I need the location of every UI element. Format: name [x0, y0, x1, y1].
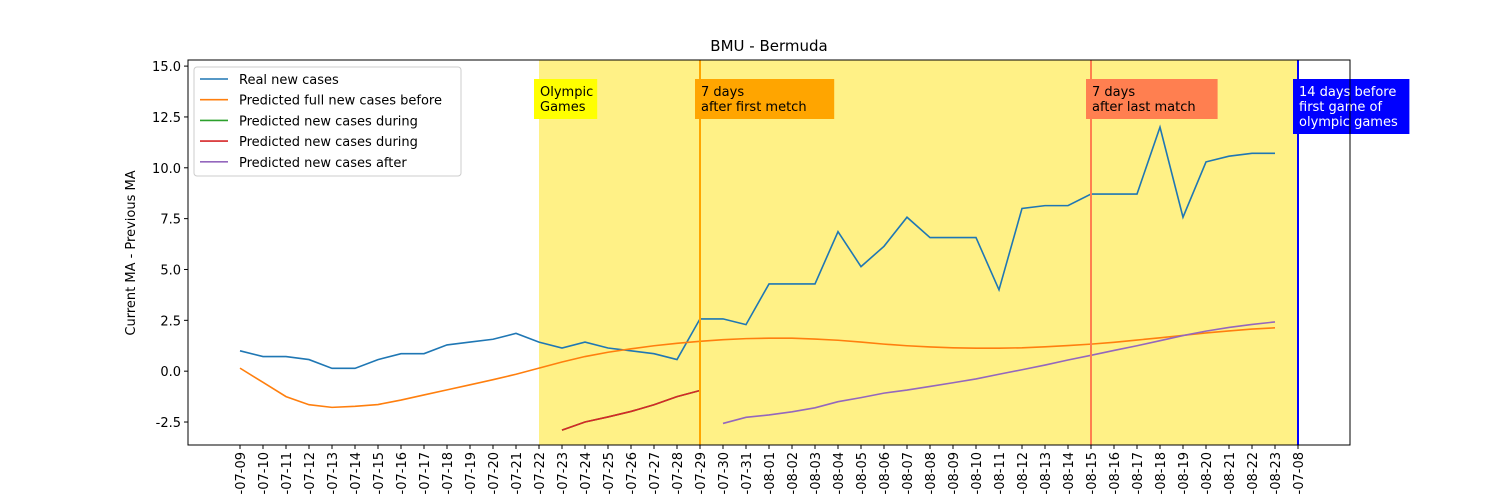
x-tick-label: -08-16 [1108, 452, 1123, 494]
x-tick-label: -07-11 [280, 452, 295, 494]
x-tick-label: -08-05 [855, 452, 870, 494]
y-tick-label: 2.5 [160, 314, 181, 329]
olympic-span [539, 60, 1298, 445]
annotation-box [1086, 79, 1218, 119]
x-tick-label: -07-10 [257, 452, 272, 494]
annotation-text: olympic games [1299, 115, 1398, 130]
annotation-text: after first metch [701, 100, 807, 115]
x-tick-label: -08-01 [763, 452, 778, 494]
x-tick-label: -08-08 [924, 452, 939, 494]
x-tick-label: -08-20 [1200, 452, 1215, 494]
x-tick-label: -07-31 [740, 452, 755, 494]
series-line [722, 321, 1276, 425]
x-tick-label: -08-06 [878, 452, 893, 494]
x-tick-label: -07-15 [372, 452, 387, 494]
x-tick-label: -07-28 [671, 452, 686, 494]
x-tick-label: -07-08 [1292, 452, 1307, 494]
legend-label: Real new cases [239, 73, 339, 88]
annotation-text: Games [540, 100, 586, 115]
x-tick-label: -08-02 [786, 452, 801, 494]
chart-title: BMU - Bermuda [710, 37, 827, 55]
legend-label: Predicted new cases after [239, 156, 407, 171]
y-tick-label: -2.5 [156, 416, 181, 431]
legend-label: Predicted new cases during [239, 114, 418, 129]
x-tick-label: -08-19 [1177, 452, 1192, 494]
x-tick-label: -07-20 [487, 452, 502, 494]
y-tick-label: 15.0 [152, 60, 181, 75]
x-tick-label: -08-14 [1062, 452, 1077, 494]
x-tick-label: -07-29 [694, 452, 709, 494]
x-tick-label: -07-21 [510, 452, 525, 494]
x-tick-label: -08-22 [1246, 452, 1261, 494]
x-tick-label: -08-23 [1269, 452, 1284, 494]
legend-box [193, 66, 462, 177]
series-line [239, 124, 1275, 370]
annotation-text: 7 days [1092, 85, 1135, 100]
x-tick-label: -08-07 [901, 452, 916, 494]
x-tick-label: -07-09 [234, 452, 249, 494]
x-tick-label: -07-23 [556, 452, 571, 494]
x-tick-label: -07-17 [418, 452, 433, 494]
x-tick-label: -08-11 [993, 452, 1008, 494]
annotation-text: 7 days [701, 85, 744, 100]
y-tick-label: 7.5 [160, 213, 181, 228]
x-tick-label: -08-17 [1131, 452, 1146, 494]
x-tick-label: -08-04 [832, 452, 847, 494]
x-tick-label: -07-14 [349, 452, 364, 494]
x-tick-label: -08-12 [1016, 452, 1031, 494]
x-tick-label: -07-30 [717, 452, 732, 494]
x-tick-label: -07-22 [533, 452, 548, 494]
x-tick-label: -08-18 [1154, 452, 1169, 494]
y-tick-label: 0.0 [160, 365, 181, 380]
legend-label: Predicted new cases during [239, 135, 418, 150]
y-axis-label: Current MA - Previous MA [124, 170, 139, 335]
x-tick-label: -07-24 [579, 452, 594, 494]
x-tick-label: -08-09 [947, 452, 962, 494]
annotation-box [1293, 79, 1410, 134]
x-tick-label: -07-26 [625, 452, 640, 494]
annotation-text: 14 days before [1299, 85, 1396, 100]
y-tick-label: 10.0 [152, 162, 181, 177]
annotation-text: after last match [1092, 100, 1196, 115]
x-tick-label: -08-03 [809, 452, 824, 494]
x-tick-label: -08-10 [970, 452, 985, 494]
annotation-text: Olympic [540, 85, 593, 100]
x-tick-label: -08-13 [1039, 452, 1054, 494]
x-tick-label: -07-27 [648, 452, 663, 494]
x-tick-label: -07-19 [464, 452, 479, 494]
annotation-text: first game of [1299, 100, 1383, 115]
y-tick-label: 5.0 [160, 263, 181, 278]
x-tick-label: -07-12 [303, 452, 318, 494]
legend-label: Predicted full new cases before [239, 94, 442, 109]
x-tick-label: -07-18 [441, 452, 456, 494]
x-tick-label: -07-13 [326, 452, 341, 494]
plot-frame [187, 59, 1351, 446]
x-tick-label: -07-25 [602, 452, 617, 494]
x-tick-label: -08-15 [1085, 452, 1100, 494]
x-tick-label: -08-21 [1223, 452, 1238, 494]
annotation-box [534, 79, 598, 119]
series-line [239, 327, 1276, 409]
series-line [561, 389, 701, 431]
x-tick-label: -07-16 [395, 452, 410, 494]
annotation-box [695, 79, 835, 119]
y-tick-label: 12.5 [152, 111, 181, 126]
